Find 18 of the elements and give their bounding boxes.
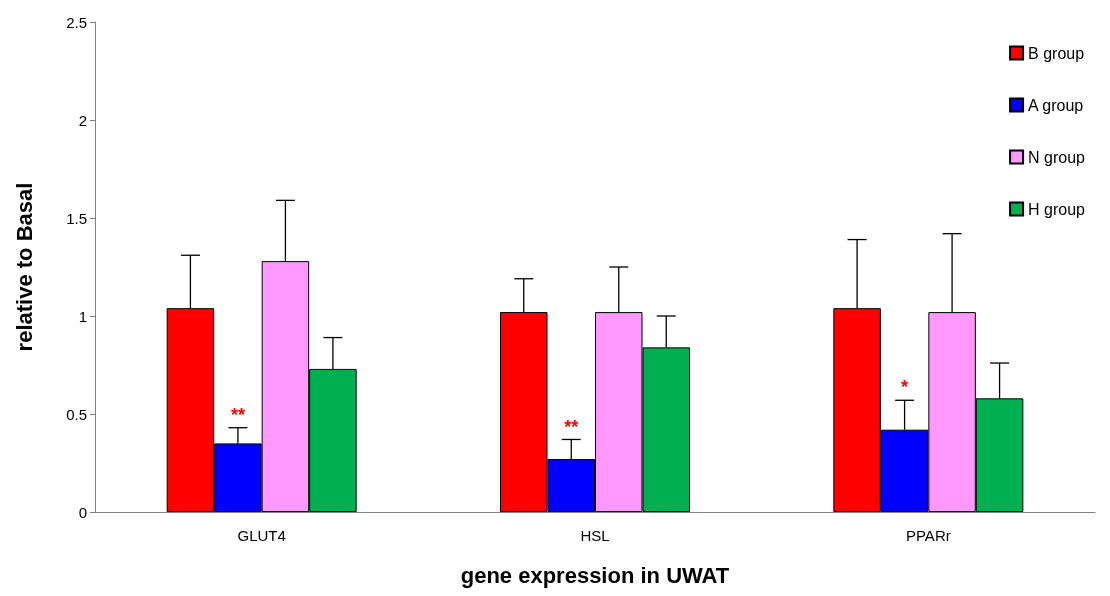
x-tick-label: HSL [580,527,610,544]
x-tick-label: GLUT4 [237,527,286,544]
y-tick-label: 0.5 [66,405,87,423]
y-axis-title: relative to Basal [11,182,37,352]
y-tick-label: 2.5 [66,13,87,31]
y-tick-label: 1 [78,307,87,325]
legend-label: B group [1028,44,1085,62]
x-tick-label: PPARr [905,527,951,544]
annotation: ** [230,404,245,425]
y-tick-label: 1.5 [66,209,87,227]
annotation: ** [564,416,579,437]
legend-label: H group [1028,200,1086,218]
x-axis-title: gene expression in UWAT [460,562,730,588]
legend-label: A group [1028,96,1084,114]
y-tick-label: 0 [78,503,87,521]
annotation: * [901,377,909,398]
y-tick-label: 2 [78,111,87,129]
legend-label: N group [1028,148,1086,166]
